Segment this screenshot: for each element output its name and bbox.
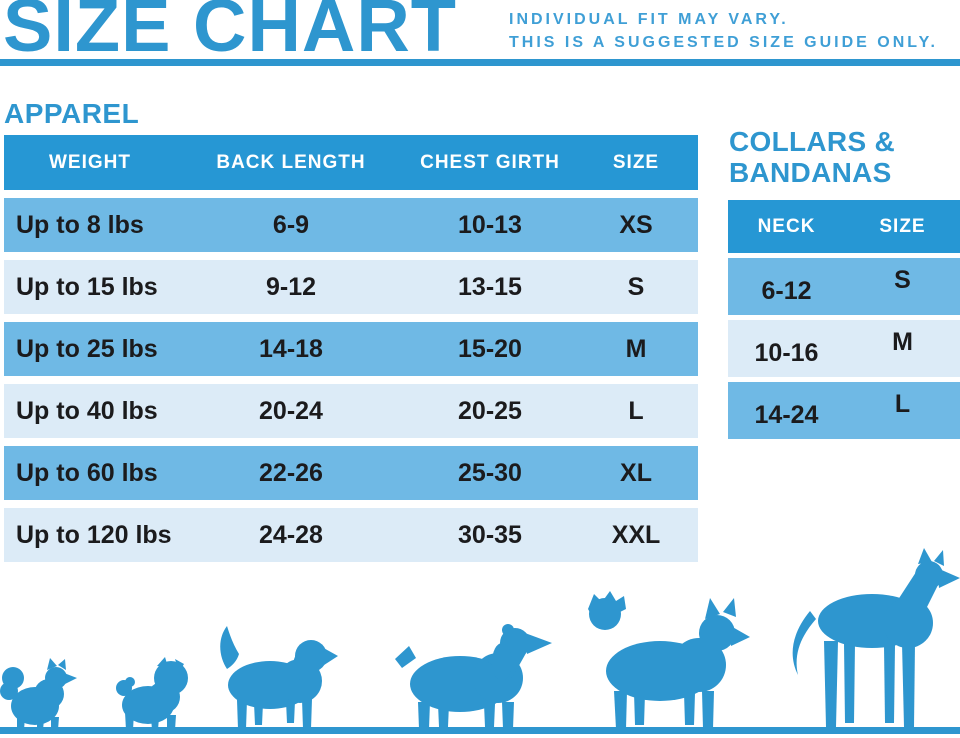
column-header-chest-girth: CHEST GIRTH	[420, 151, 560, 173]
disclaimer-line-2: THIS IS A SUGGESTED SIZE GUIDE ONLY.	[509, 34, 938, 51]
size-value: M	[892, 328, 913, 356]
apparel-table-header: WEIGHT BACK LENGTH CHEST GIRTH SIZE	[4, 135, 698, 190]
back-length-value: 20-24	[259, 396, 323, 425]
pug-dog-icon	[112, 653, 196, 731]
neck-value: 14-24	[754, 401, 819, 429]
weight-value: Up to 120 lbs	[16, 520, 172, 549]
size-value: XS	[619, 210, 653, 239]
weight-value: Up to 40 lbs	[16, 396, 158, 425]
back-length-value: 24-28	[259, 520, 323, 549]
pomeranian-dog-icon	[0, 657, 78, 731]
husky-dog-icon	[578, 589, 750, 731]
cocker-spaniel-dog-icon	[390, 618, 556, 731]
collars-bandanas-heading: COLLARS & BANDANAS	[729, 126, 895, 188]
ground-line	[0, 727, 960, 734]
collars-size-table: NECK SIZE 6-12 S 10-16 M 14-24 L	[728, 200, 960, 439]
back-length-value: 9-12	[265, 272, 317, 301]
back-length-value: 22-26	[259, 458, 323, 487]
size-value: XL	[620, 458, 652, 487]
collars-table-header: NECK SIZE	[728, 200, 960, 253]
column-header-back-length: BACK LENGTH	[216, 151, 366, 173]
size-value: L	[628, 396, 644, 425]
neck-value: 10-16	[754, 339, 819, 367]
size-value: S	[894, 266, 911, 294]
chest-girth-value: 20-25	[458, 396, 522, 425]
table-row: Up to 60 lbs 22-26 25-30 XL	[4, 446, 698, 500]
great-dane-dog-icon	[782, 547, 960, 731]
collars-heading-line-2: BANDANAS	[729, 157, 892, 188]
table-row: Up to 40 lbs 20-24 20-25 L	[4, 384, 698, 438]
table-row: Up to 120 lbs 24-28 30-35 XXL	[4, 508, 698, 562]
table-row: 14-24 L	[728, 382, 960, 439]
back-length-value: 6-9	[272, 210, 310, 239]
neck-value: 6-12	[761, 277, 812, 305]
chest-girth-value: 13-15	[458, 272, 522, 301]
chest-girth-value: 30-35	[458, 520, 522, 549]
chest-girth-value: 15-20	[458, 334, 522, 363]
table-row: 10-16 M	[728, 320, 960, 377]
disclaimer-line-1: INDIVIDUAL FIT MAY VARY.	[509, 11, 789, 28]
column-header-size: SIZE	[879, 215, 926, 237]
size-value: L	[894, 390, 911, 418]
collars-heading-line-1: COLLARS &	[729, 126, 896, 157]
table-row: Up to 8 lbs 6-9 10-13 XS	[4, 198, 698, 252]
chest-girth-value: 25-30	[458, 458, 522, 487]
back-length-value: 14-18	[259, 334, 323, 363]
table-row: 6-12 S	[728, 258, 960, 315]
table-row: Up to 15 lbs 9-12 13-15 S	[4, 260, 698, 314]
column-header-size: SIZE	[612, 151, 660, 173]
table-row: Up to 25 lbs 14-18 15-20 M	[4, 322, 698, 376]
title-underline-rule	[0, 59, 960, 66]
apparel-size-table: WEIGHT BACK LENGTH CHEST GIRTH SIZE Up t…	[4, 135, 698, 562]
column-header-neck: NECK	[757, 215, 816, 237]
beagle-dog-icon	[212, 623, 338, 731]
weight-value: Up to 25 lbs	[16, 334, 158, 363]
size-value: M	[625, 334, 647, 363]
page-title: SIZE CHART	[3, 0, 457, 67]
weight-value: Up to 8 lbs	[16, 210, 144, 239]
disclaimer: INDIVIDUAL FIT MAY VARY. THIS IS A SUGGE…	[509, 8, 938, 54]
chest-girth-value: 10-13	[458, 210, 522, 239]
apparel-heading: APPAREL	[4, 98, 140, 129]
column-header-weight: WEIGHT	[49, 151, 131, 173]
weight-value: Up to 60 lbs	[16, 458, 158, 487]
size-value: S	[627, 272, 645, 301]
weight-value: Up to 15 lbs	[16, 272, 158, 301]
size-value: XXL	[611, 520, 661, 549]
